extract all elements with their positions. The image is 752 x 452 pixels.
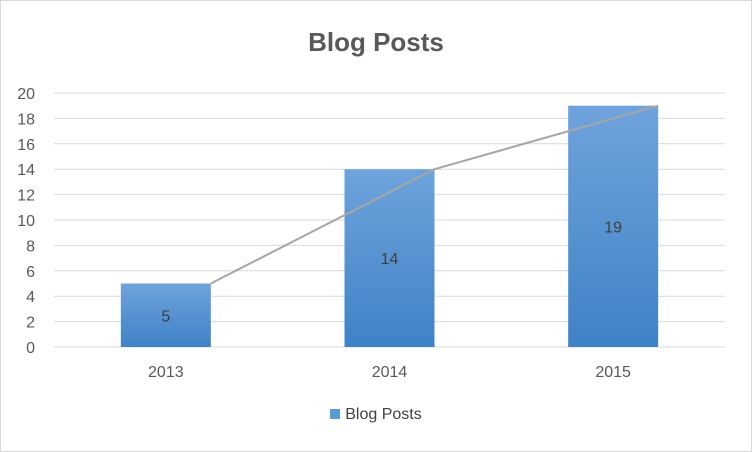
x-tick-label: 2014 xyxy=(372,364,408,381)
y-tick-label: 4 xyxy=(26,289,35,306)
x-tick-label: 2013 xyxy=(148,364,184,381)
y-tick-label: 6 xyxy=(26,264,35,281)
bar-2013 xyxy=(120,283,211,347)
bar-2014 xyxy=(344,169,435,347)
y-tick-label: 20 xyxy=(17,86,35,103)
data-label: 5 xyxy=(161,308,170,325)
y-tick-label: 8 xyxy=(26,238,35,255)
legend-label: Blog Posts xyxy=(345,406,422,423)
legend: Blog Posts xyxy=(1,406,751,424)
y-tick-label: 16 xyxy=(17,137,35,154)
y-tick-label: 2 xyxy=(26,315,35,332)
y-tick-label: 14 xyxy=(17,162,35,179)
chart-title: Blog Posts xyxy=(308,27,444,57)
y-tick-label: 18 xyxy=(17,111,35,128)
y-tick-label: 10 xyxy=(17,213,35,230)
data-label: 14 xyxy=(381,251,399,268)
trend-line xyxy=(210,104,659,285)
data-label: 19 xyxy=(604,219,622,236)
x-tick-label: 2015 xyxy=(595,364,631,381)
legend-swatch xyxy=(330,409,341,419)
bar-2015 xyxy=(568,105,659,347)
y-tick-label: 0 xyxy=(26,340,35,357)
y-tick-label: 12 xyxy=(17,188,35,205)
